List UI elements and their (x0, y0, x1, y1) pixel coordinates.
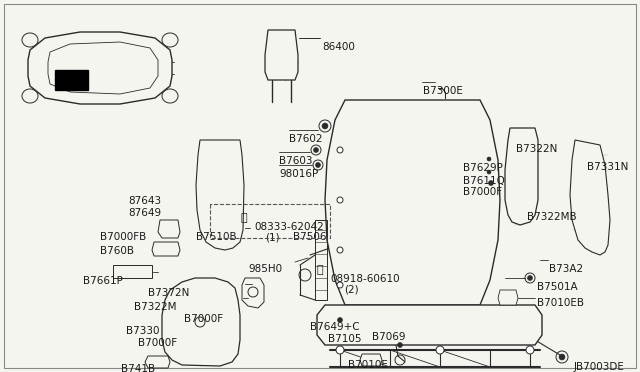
Circle shape (337, 247, 343, 253)
Circle shape (397, 343, 403, 347)
Text: 98016P: 98016P (279, 169, 318, 179)
Text: B741B: B741B (121, 364, 155, 372)
Circle shape (337, 197, 343, 203)
Circle shape (487, 170, 491, 174)
Text: B7105: B7105 (328, 334, 362, 344)
Text: B7069: B7069 (372, 332, 406, 342)
Text: 87649: 87649 (128, 208, 161, 218)
Text: B7661P: B7661P (83, 276, 123, 286)
Text: B7331N: B7331N (587, 162, 628, 172)
Text: B7506: B7506 (293, 232, 326, 242)
Text: Ⓢ: Ⓢ (241, 213, 247, 223)
Polygon shape (360, 354, 382, 366)
Circle shape (337, 317, 342, 323)
Text: B7010E: B7010E (348, 360, 388, 370)
Text: B7010EB: B7010EB (537, 298, 584, 308)
Circle shape (527, 276, 532, 280)
Text: JB7003DE: JB7003DE (574, 362, 625, 372)
Polygon shape (317, 305, 542, 345)
Circle shape (436, 346, 444, 354)
Circle shape (314, 148, 319, 153)
Text: 86400: 86400 (322, 42, 355, 52)
Circle shape (316, 163, 321, 167)
Polygon shape (152, 242, 180, 256)
Text: B7602: B7602 (289, 134, 323, 144)
Polygon shape (570, 140, 610, 255)
Text: (2): (2) (344, 285, 358, 295)
Text: 87643: 87643 (128, 196, 161, 206)
Text: B7372N: B7372N (148, 288, 189, 298)
Circle shape (337, 282, 343, 288)
Text: B7000FB: B7000FB (100, 232, 147, 242)
Polygon shape (325, 100, 500, 305)
Circle shape (526, 346, 534, 354)
Polygon shape (265, 30, 298, 80)
Text: Ⓝ: Ⓝ (317, 265, 323, 275)
Text: B7510B: B7510B (196, 232, 237, 242)
Text: B7322N: B7322N (516, 144, 557, 154)
Circle shape (487, 157, 491, 161)
Text: 08918-60610: 08918-60610 (330, 274, 399, 284)
Polygon shape (196, 140, 244, 250)
Text: B7603: B7603 (279, 156, 312, 166)
Text: (1): (1) (265, 233, 280, 243)
Text: 985H0: 985H0 (248, 264, 282, 274)
Circle shape (559, 354, 565, 360)
Text: 08333-62042: 08333-62042 (254, 222, 324, 232)
Text: B760B: B760B (100, 246, 134, 256)
Polygon shape (28, 32, 172, 104)
Polygon shape (55, 70, 88, 90)
Circle shape (488, 180, 493, 186)
Text: B7649+C: B7649+C (310, 322, 360, 332)
Text: B7322MB: B7322MB (527, 212, 577, 222)
Polygon shape (162, 278, 240, 366)
Text: B73A2: B73A2 (549, 264, 583, 274)
Text: B7000F: B7000F (463, 187, 502, 197)
Circle shape (337, 147, 343, 153)
Polygon shape (113, 265, 152, 278)
Polygon shape (145, 356, 170, 368)
Polygon shape (158, 220, 180, 238)
Circle shape (336, 346, 344, 354)
Polygon shape (505, 128, 538, 225)
Text: B7501A: B7501A (537, 282, 578, 292)
Polygon shape (498, 290, 518, 305)
Text: B7330: B7330 (126, 326, 159, 336)
Text: B7322M: B7322M (134, 302, 177, 312)
Text: B7300E: B7300E (423, 86, 463, 96)
Text: B7611Q: B7611Q (463, 176, 505, 186)
Text: B7629P: B7629P (463, 163, 503, 173)
Text: B7000F: B7000F (184, 314, 223, 324)
Circle shape (322, 123, 328, 129)
Text: B7000F: B7000F (138, 338, 177, 348)
